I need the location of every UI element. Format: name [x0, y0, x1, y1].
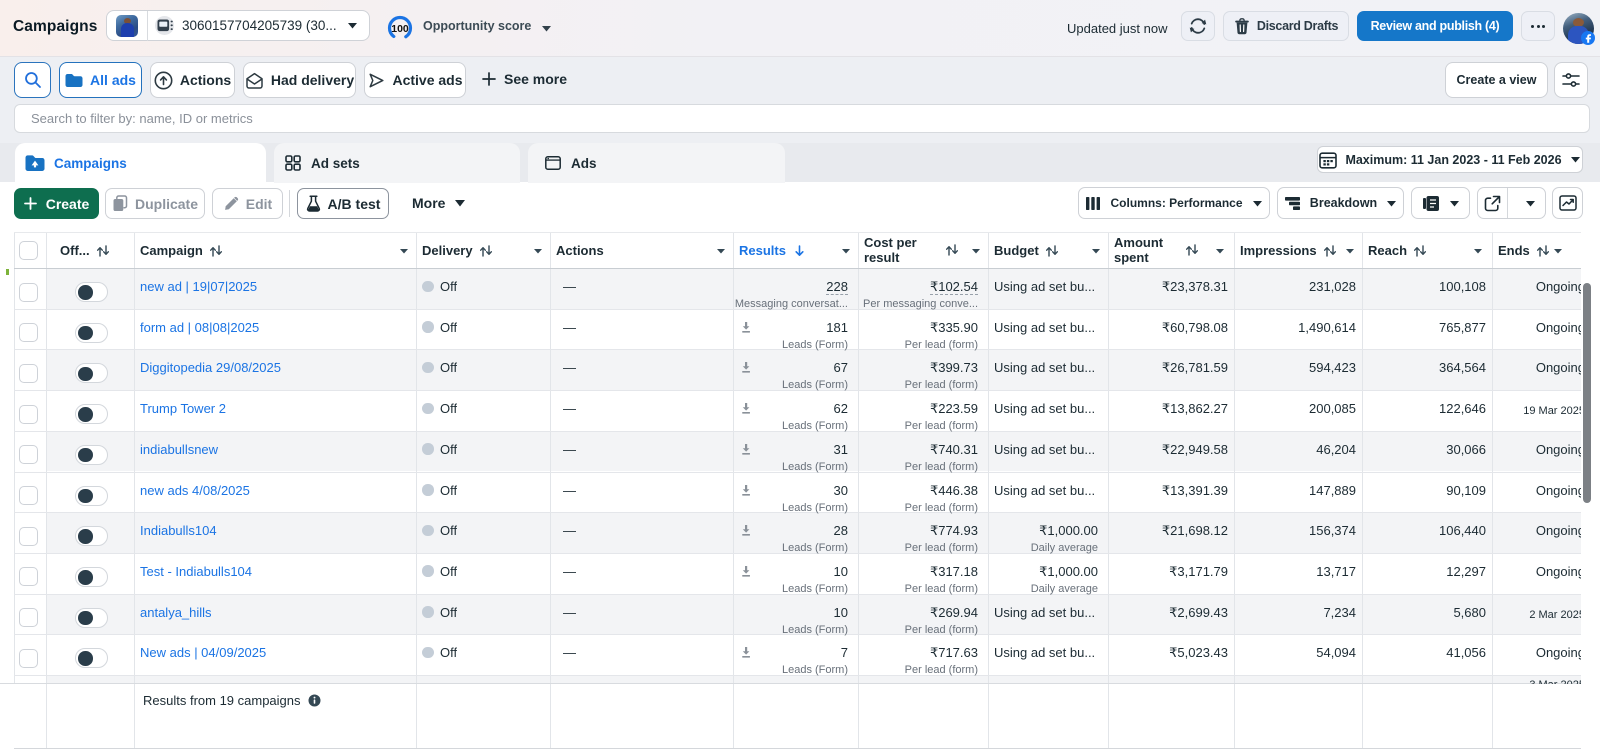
svg-text:100: 100 [391, 23, 409, 35]
